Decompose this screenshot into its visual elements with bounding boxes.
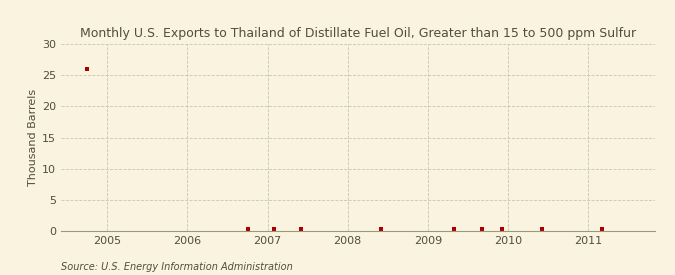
Text: Source: U.S. Energy Information Administration: Source: U.S. Energy Information Administ… [61,262,292,272]
Y-axis label: Thousand Barrels: Thousand Barrels [28,89,38,186]
Title: Monthly U.S. Exports to Thailand of Distillate Fuel Oil, Greater than 15 to 500 : Monthly U.S. Exports to Thailand of Dist… [80,27,636,40]
